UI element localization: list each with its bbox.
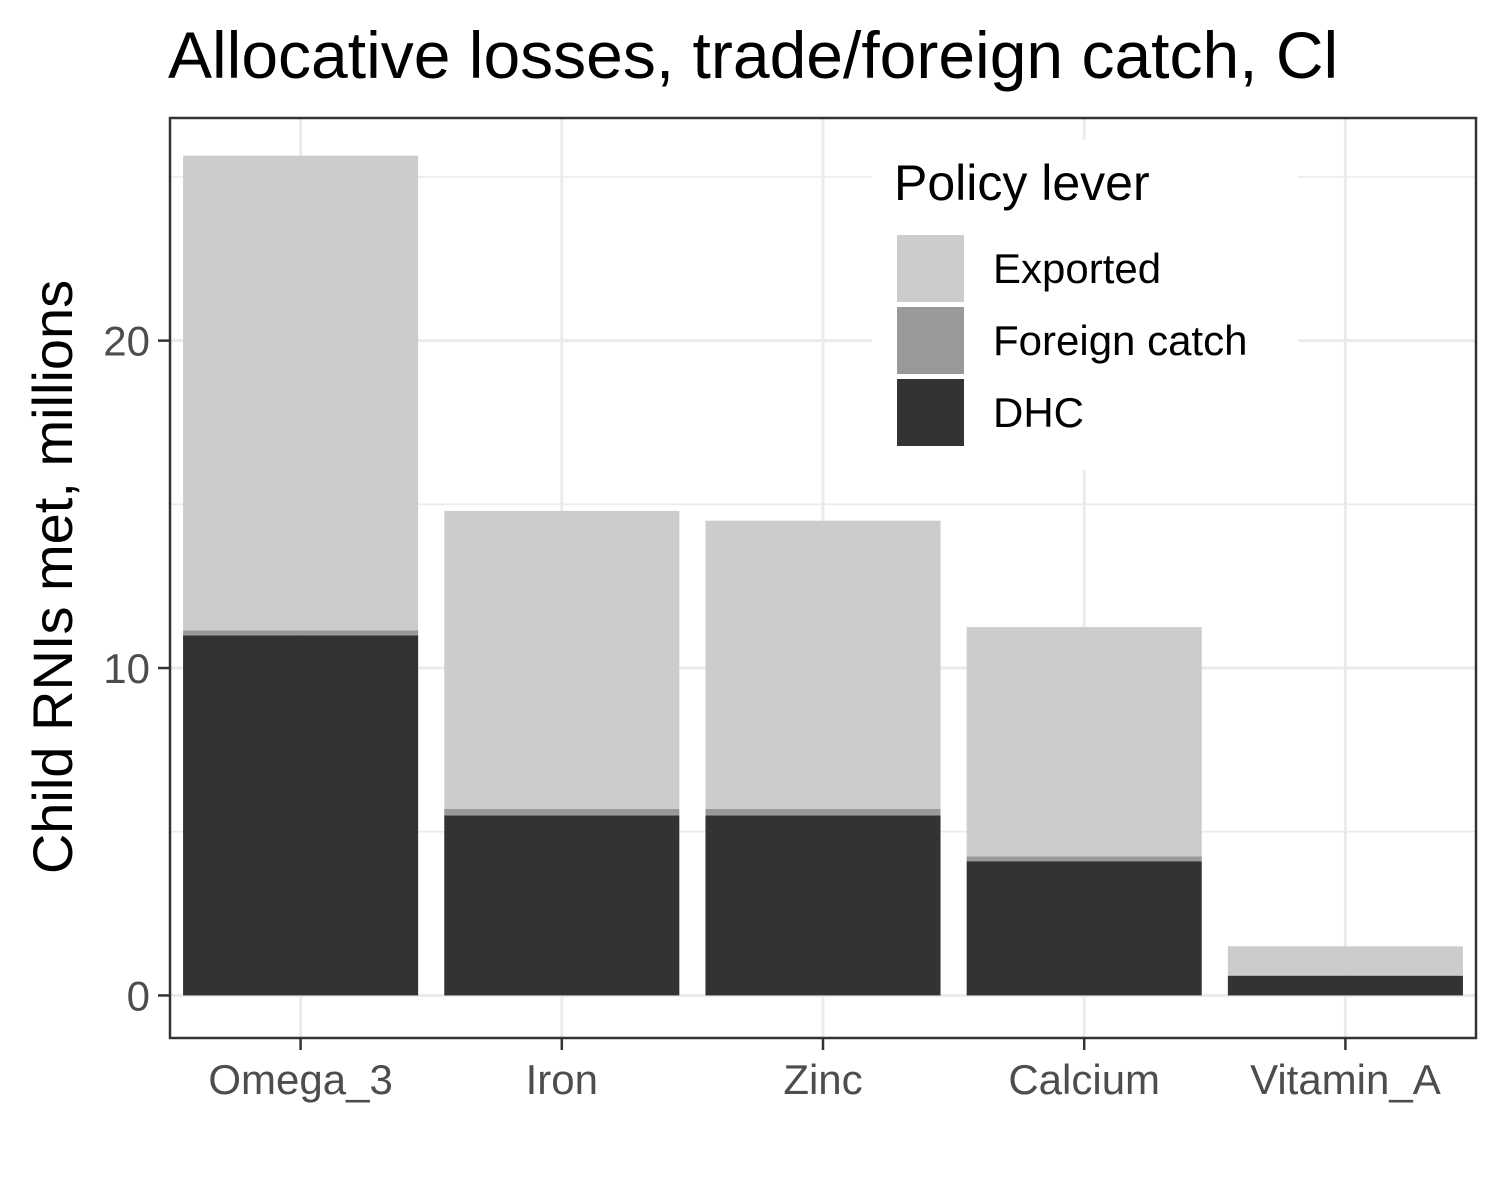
bar-exported-vitamin_a <box>1227 946 1463 976</box>
x-tick-label: Vitamin_A <box>1250 1056 1441 1103</box>
y-tick-label: 10 <box>103 645 150 692</box>
bar-foreign-catch-zinc <box>705 808 941 816</box>
legend-label-exported: Exported <box>993 245 1161 292</box>
x-tick-label: Omega_3 <box>208 1056 392 1103</box>
bar-dhc-calcium <box>966 861 1202 996</box>
bars <box>183 155 1463 996</box>
legend-key-exported <box>897 235 964 302</box>
legend-key-dhc <box>897 379 964 446</box>
x-tick-label: Iron <box>526 1056 598 1103</box>
bar-foreign-catch-iron <box>444 808 680 816</box>
bar-dhc-omega_3 <box>183 635 419 996</box>
x-tick-label: Zinc <box>783 1056 862 1103</box>
bar-exported-iron <box>444 510 680 809</box>
bar-exported-zinc <box>705 520 941 809</box>
legend-key-foreign-catch <box>897 307 964 374</box>
y-axis: 0 10 20 <box>103 318 170 1019</box>
x-tick-label: Calcium <box>1008 1056 1160 1103</box>
legend: Policy lever Exported Foreign catch DHC <box>872 140 1298 470</box>
y-tick-label: 0 <box>127 972 150 1019</box>
bar-dhc-iron <box>444 815 680 996</box>
legend-title: Policy lever <box>894 155 1150 211</box>
x-axis: Omega_3 Iron Zinc Calcium Vitamin_A <box>208 1038 1441 1103</box>
chart-title: Allocative losses, trade/foreign catch, … <box>168 18 1338 92</box>
bar-foreign-catch-omega_3 <box>183 630 419 636</box>
y-tick-label: 20 <box>103 318 150 365</box>
legend-label-dhc: DHC <box>993 389 1084 436</box>
bar-foreign-catch-calcium <box>966 856 1202 862</box>
bar-exported-calcium <box>966 627 1202 857</box>
bar-dhc-vitamin_a <box>1227 975 1463 996</box>
plot-panel: Policy lever Exported Foreign catch DHC <box>168 116 1478 1040</box>
y-axis-label: Child RNIs met, millions <box>21 280 84 874</box>
bar-foreign-catch-vitamin_a <box>1227 975 1463 976</box>
bar-dhc-zinc <box>705 815 941 996</box>
bar-exported-omega_3 <box>183 155 419 631</box>
legend-label-foreign-catch: Foreign catch <box>993 317 1247 364</box>
